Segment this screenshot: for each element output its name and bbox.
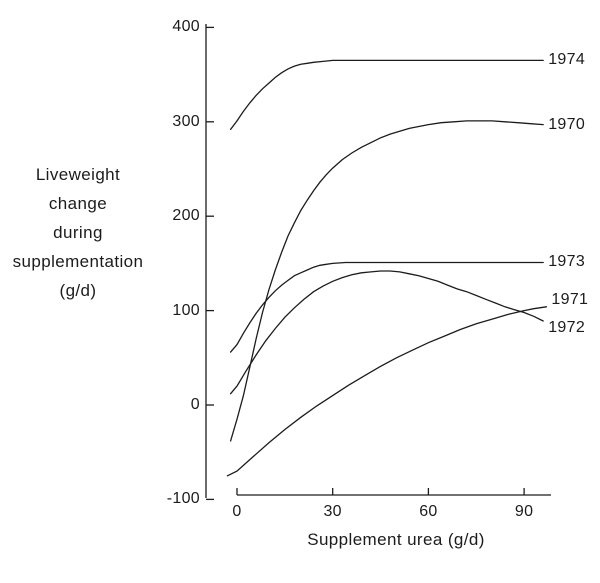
series-curve-1970 [229,120,544,442]
y-axis-title: Liveweight change during supplementation… [2,160,154,305]
x-tick-label-60: 60 [419,503,438,520]
y-axis-title-line-4: supplementation [12,252,144,271]
series-curve-1972 [229,270,544,395]
series-label-1973: 1973 [548,253,586,271]
series-curve-1973 [229,261,544,353]
y-tick-label-0: 0 [190,396,200,413]
y-tick-label-100: 100 [172,301,200,319]
y-tick-label--100: -100 [166,490,200,508]
y-tick-label-400: 400 [172,18,200,36]
series-curve-1974 [229,59,544,131]
x-tick-label-30: 30 [323,503,342,520]
y-axis-title-line-1: Liveweight [35,165,121,184]
y-axis-title-line-3: during [53,223,103,242]
y-tick-label-300: 300 [172,112,200,130]
x-axis-title: Supplement urea (g/d) [307,530,485,549]
x-tick-label-90: 90 [514,503,534,520]
y-axis-title-line-2: change [48,194,108,213]
x-tick-label-0: 0 [232,503,242,520]
y-axis-title-line-5: (g/d) [59,281,97,300]
series-label-1971: 1971 [551,290,589,308]
y-tick-label-200: 200 [172,207,200,225]
series-curve-1971 [226,306,548,477]
series-label-1974: 1974 [548,51,586,69]
series-label-1970: 1970 [548,115,586,133]
series-label-1972: 1972 [548,318,586,336]
